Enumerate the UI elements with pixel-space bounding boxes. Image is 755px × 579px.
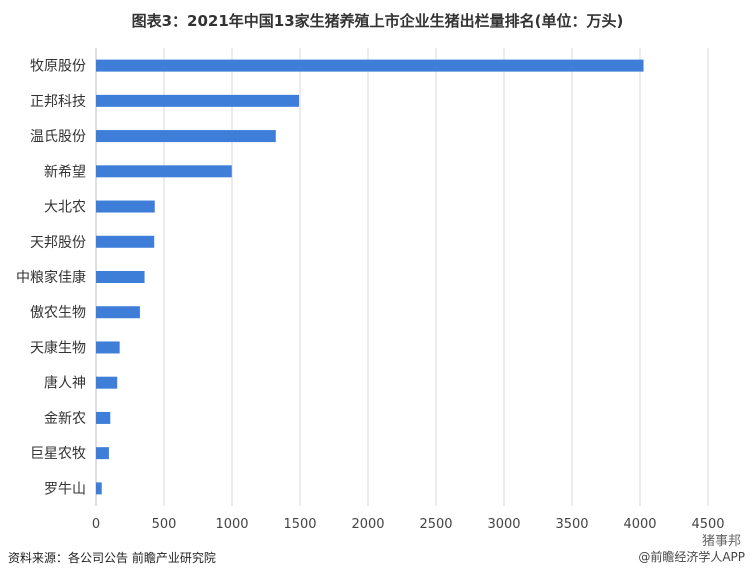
bar <box>96 447 109 460</box>
bar <box>96 341 120 354</box>
x-tick-label: 3500 <box>555 517 588 532</box>
category-label: 新希望 <box>44 164 86 180</box>
source-note: 资料来源：各公司公告 前瞻产业研究院 <box>8 551 216 565</box>
bar <box>96 482 102 495</box>
bar <box>96 306 140 319</box>
brand-label: @前瞻经济学人APP <box>638 550 745 564</box>
category-labels: 牧原股份正邦科技温氏股份新希望大北农天邦股份中粮家佳康傲农生物天康生物唐人神金新… <box>16 59 86 498</box>
x-tick-label: 4500 <box>691 517 724 532</box>
bar <box>96 94 300 107</box>
category-label: 唐人神 <box>44 375 86 392</box>
chart-title: 图表3：2021年中国13家生猪养殖上市企业生猪出栏量排名(单位：万头) <box>131 12 624 30</box>
category-label: 中粮家佳康 <box>16 269 86 286</box>
category-label: 天康生物 <box>30 339 86 356</box>
x-tick-label: 0 <box>92 517 100 532</box>
category-label: 牧原股份 <box>30 59 86 75</box>
bar <box>96 165 232 178</box>
bar <box>96 130 276 143</box>
category-label: 巨星农牧 <box>30 446 86 462</box>
bar <box>96 376 118 389</box>
bars <box>96 59 644 495</box>
x-tick-label: 500 <box>152 517 177 532</box>
bar <box>96 271 145 283</box>
x-tick-label: 4000 <box>623 517 656 532</box>
category-label: 天邦股份 <box>30 235 86 251</box>
bar <box>96 235 155 248</box>
x-tick-label: 2500 <box>419 517 452 532</box>
category-label: 金新农 <box>44 411 86 427</box>
category-label: 温氏股份 <box>30 129 86 145</box>
bar <box>96 411 111 424</box>
category-label: 罗牛山 <box>44 481 86 497</box>
x-tick-labels: 0 500 1000 1500 2000 2500 3000 3500 4000 4500 <box>92 517 725 532</box>
bar <box>96 200 155 213</box>
brand-channel: 猪事邦 <box>701 534 741 549</box>
x-tick-label: 1500 <box>283 517 316 532</box>
category-label: 大北农 <box>44 200 86 216</box>
x-tick-label: 3000 <box>487 517 520 532</box>
grid-lines <box>95 48 709 506</box>
x-tick-label: 2000 <box>351 517 384 532</box>
bar <box>96 59 644 72</box>
x-tick-label: 1000 <box>215 517 248 532</box>
category-label: 正邦科技 <box>30 94 86 110</box>
category-label: 傲农生物 <box>30 305 86 321</box>
